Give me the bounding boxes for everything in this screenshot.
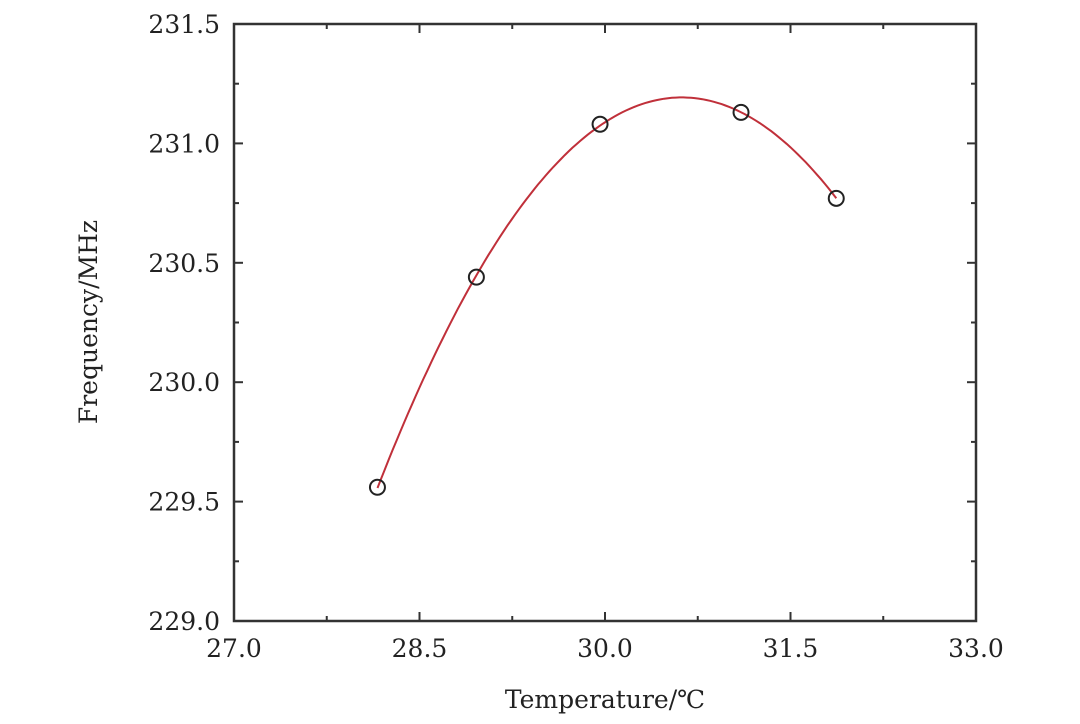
y-tick-label: 231.0: [148, 129, 220, 158]
fit-curve: [376, 96, 838, 489]
y-tick-label: 230.0: [148, 368, 220, 397]
x-tick-label: 33.0: [948, 634, 1004, 663]
data-point: [591, 115, 609, 133]
x-tick-label: 31.5: [763, 634, 819, 663]
plot-frame: [232, 22, 978, 623]
y-tick-label: 230.5: [148, 249, 220, 278]
x-tick-label: 30.0: [577, 634, 633, 663]
data-point: [732, 103, 750, 121]
data-point: [368, 478, 386, 496]
x-tick-label: 27.0: [206, 634, 262, 663]
data-point: [467, 268, 485, 286]
data-point: [827, 189, 845, 207]
y-tick-label: 231.5: [148, 10, 220, 39]
y-tick-label: 229.0: [148, 607, 220, 636]
y-tick-label: 229.5: [148, 488, 220, 517]
y-axis-label: Frequency/MHz: [74, 220, 103, 424]
x-tick-label: 28.5: [392, 634, 448, 663]
x-axis-label: Temperature/℃: [505, 685, 705, 714]
